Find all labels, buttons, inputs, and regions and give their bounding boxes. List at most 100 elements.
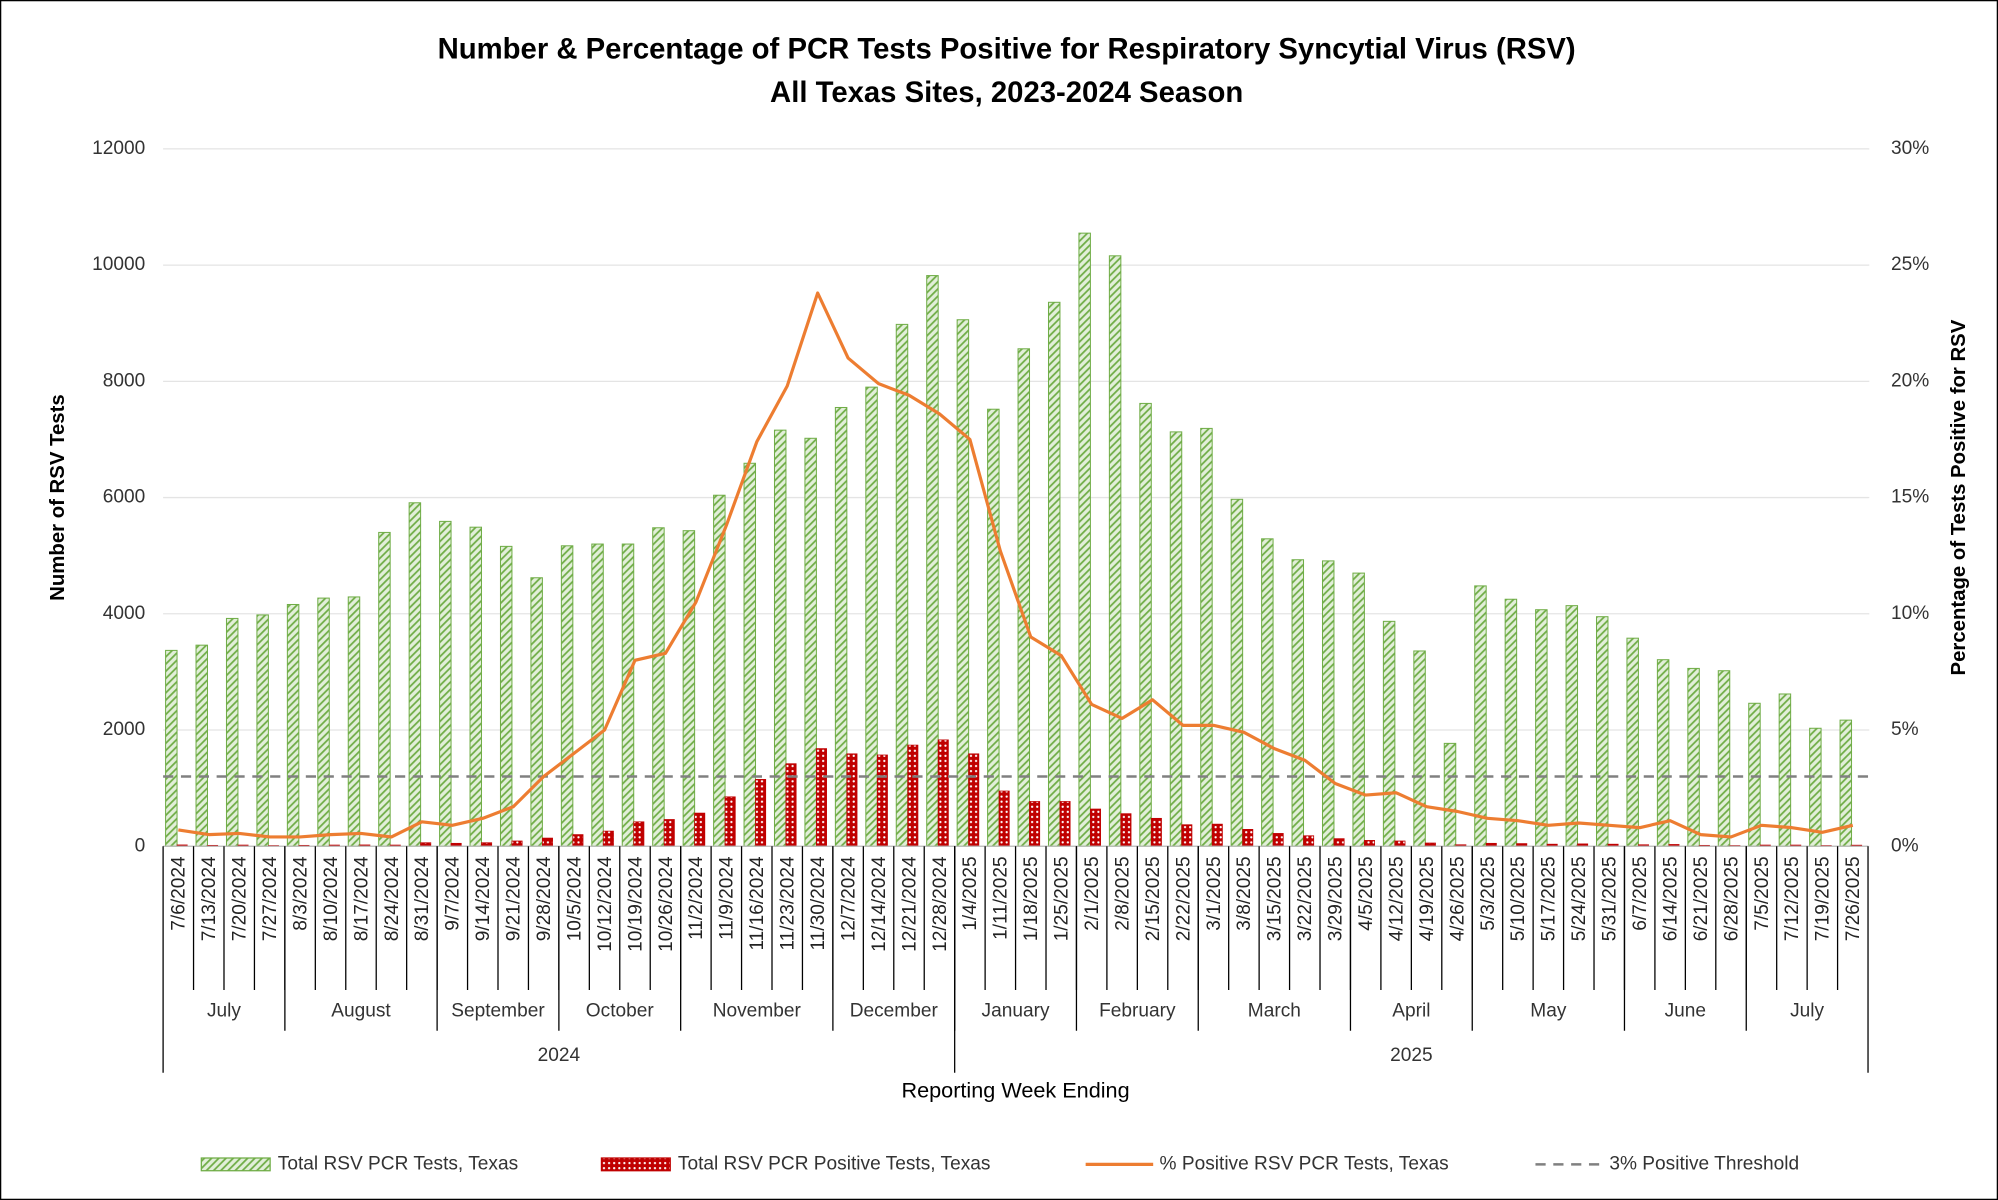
bar	[724, 796, 736, 847]
year-label: 2024	[538, 1045, 581, 1066]
x-tick-label: 2/15/2025	[1143, 856, 1164, 941]
x-tick-label: 10/26/2024	[656, 856, 677, 952]
bar	[1565, 605, 1579, 847]
month-label: May	[1530, 1001, 1567, 1022]
bar	[572, 834, 584, 847]
bar	[1261, 538, 1274, 847]
bar	[876, 754, 888, 847]
bar	[713, 494, 726, 847]
bar	[1230, 498, 1244, 847]
bar	[542, 837, 553, 847]
x-tick-label: 12/28/2024	[930, 856, 951, 952]
x-tick-label: 3/29/2025	[1326, 856, 1347, 941]
y-tick-label: 4000	[103, 603, 146, 624]
x-tick-label: 11/30/2024	[808, 856, 829, 950]
bar	[591, 543, 604, 847]
x-tick-label: 7/20/2024	[230, 856, 251, 941]
bar	[1181, 824, 1193, 847]
month-label: July	[207, 1001, 241, 1022]
bar	[1029, 801, 1041, 847]
x-tick-label: 1/11/2025	[991, 856, 1012, 939]
x-tick-label: 5/31/2025	[1600, 856, 1621, 941]
y2-tick-label: 20%	[1891, 370, 1929, 391]
chart-title: Number & Percentage of PCR Tests Positiv…	[438, 33, 1576, 66]
month-label: October	[586, 1001, 655, 1022]
x-tick-label: 2/1/2025	[1082, 856, 1103, 930]
month-label: March	[1248, 1001, 1301, 1022]
bar	[469, 526, 483, 847]
chart-subtitle: All Texas Sites, 2023-2024 Season	[770, 76, 1243, 109]
bar	[378, 531, 391, 847]
bar	[1504, 598, 1518, 847]
bar	[652, 527, 665, 847]
bar	[225, 617, 239, 847]
x-tick-label: 12/21/2024	[899, 856, 920, 952]
legend-label: Total RSV PCR Tests, Texas	[278, 1153, 518, 1174]
x-tick-label: 9/21/2024	[504, 856, 525, 941]
legend-swatch	[200, 1157, 271, 1172]
x-tick-label: 12/7/2024	[838, 856, 859, 941]
x-axis-title: Reporting Week Ending	[901, 1078, 1129, 1103]
x-tick-label: 8/24/2024	[382, 856, 403, 941]
bar	[755, 779, 767, 847]
bar	[347, 596, 361, 847]
x-tick-label: 11/23/2024	[778, 856, 799, 950]
x-tick-label: 6/28/2025	[1721, 856, 1742, 941]
x-tick-label: 3/15/2025	[1265, 856, 1286, 941]
month-label: November	[713, 1001, 802, 1022]
year-label: 2025	[1390, 1045, 1433, 1066]
bar	[1200, 427, 1213, 847]
x-tick-label: 7/5/2025	[1752, 856, 1773, 930]
y-tick-label: 8000	[103, 370, 146, 391]
legend-swatch	[600, 1157, 671, 1172]
bar	[1321, 560, 1335, 847]
bar	[602, 830, 614, 847]
x-tick-label: 10/19/2024	[625, 856, 646, 952]
bar	[773, 429, 787, 847]
legend-label: Total RSV PCR Positive Tests, Texas	[678, 1153, 991, 1174]
x-tick-label: 5/3/2025	[1478, 856, 1499, 930]
x-tick-label: 1/18/2025	[1021, 856, 1042, 941]
bar	[1303, 835, 1315, 847]
bar	[1108, 255, 1122, 847]
x-tick-label: 6/7/2025	[1630, 856, 1651, 930]
bar	[1047, 301, 1061, 847]
x-tick-label: 10/12/2024	[595, 856, 616, 952]
line	[178, 291, 1854, 839]
bar	[317, 597, 330, 847]
y-tick-label: 10000	[92, 254, 145, 275]
bar	[682, 530, 696, 847]
bar	[1090, 808, 1101, 847]
bar	[926, 275, 939, 847]
x-tick-label: 2/8/2025	[1112, 856, 1133, 930]
bar	[907, 744, 919, 847]
bar	[1364, 840, 1375, 847]
x-tick-label: 3/8/2025	[1234, 856, 1255, 930]
x-tick-label: 5/24/2025	[1569, 856, 1590, 941]
bar	[1120, 813, 1132, 847]
bar	[1333, 838, 1345, 847]
x-tick-label: 7/27/2024	[260, 856, 281, 941]
bar	[937, 739, 949, 847]
y2-tick-label: 30%	[1891, 138, 1929, 159]
y-tick-label: 2000	[103, 719, 146, 740]
y-tick-label: 6000	[103, 487, 146, 508]
bar	[530, 577, 543, 847]
x-tick-label: 2/22/2025	[1173, 856, 1194, 941]
x-tick-label: 3/22/2025	[1295, 856, 1316, 941]
bar	[1443, 742, 1457, 847]
y2-tick-label: 10%	[1891, 603, 1929, 624]
bar	[895, 323, 909, 847]
x-tick-label: 4/12/2025	[1386, 856, 1407, 941]
bar	[694, 812, 706, 847]
x-tick-label: 9/7/2024	[443, 856, 464, 931]
bar	[633, 821, 645, 847]
y2-tick-label: 5%	[1891, 719, 1919, 740]
x-tick-label: 5/10/2025	[1508, 856, 1529, 941]
bar	[256, 614, 269, 847]
legend-label: 3% Positive Threshold	[1609, 1153, 1799, 1174]
bar	[1394, 840, 1406, 847]
bar	[511, 840, 523, 847]
bar	[165, 649, 178, 847]
